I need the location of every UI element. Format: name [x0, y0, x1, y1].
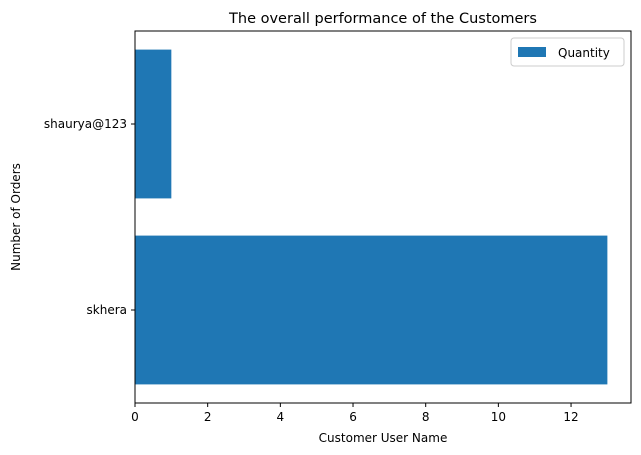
legend: Quantity [510, 37, 625, 67]
legend-box [510, 37, 625, 67]
x-tick-label: 8 [422, 410, 430, 424]
y-axis-ticks: skhera shaurya@123 [44, 117, 135, 317]
x-tick-label: 12 [563, 410, 578, 424]
legend-swatch-quantity [518, 47, 546, 57]
bar-shaurya-123 [135, 49, 172, 199]
bars-group [135, 49, 608, 385]
x-tick-label: 4 [277, 410, 285, 424]
x-axis-ticks: 0 2 4 6 8 10 12 [131, 403, 579, 424]
x-tick-label: 0 [131, 410, 139, 424]
legend-label-quantity: Quantity [558, 46, 610, 60]
y-tick-label: skhera [87, 303, 127, 317]
x-tick-label: 2 [204, 410, 212, 424]
chart-title: The overall performance of the Customers [228, 11, 537, 27]
y-tick-label: shaurya@123 [44, 117, 127, 131]
x-tick-label: 10 [491, 410, 506, 424]
plot-frame [134, 30, 632, 404]
y-axis-label: Number of Orders [9, 163, 23, 271]
x-tick-label: 6 [349, 410, 357, 424]
x-axis-label: Customer User Name [319, 431, 448, 445]
bar-skhera [135, 235, 608, 385]
